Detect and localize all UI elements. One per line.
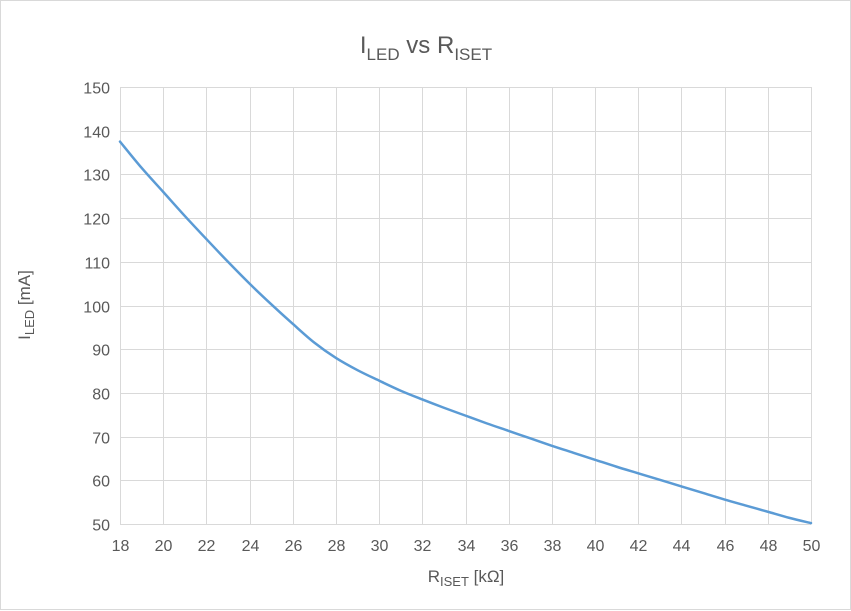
x-tick-label-8: 34	[458, 538, 476, 555]
series-line-0	[118, 140, 813, 525]
x-tick-labels: 18 20 22 24 26 28 30 32 34 36 38 40 42 44 46 48 50	[112, 538, 821, 555]
y-tick-label-3: 80	[92, 387, 110, 404]
y-axis-title-main: I	[15, 335, 34, 340]
x-tick-label-6: 30	[371, 538, 389, 555]
y-axis-title-unit: [mA]	[15, 270, 34, 310]
x-tick-label-15: 48	[760, 538, 778, 555]
x-tick-label-7: 32	[414, 538, 432, 555]
x-tick-label-0: 18	[112, 538, 130, 555]
y-tick-label-2: 70	[92, 431, 110, 448]
x-tick-label-11: 40	[587, 538, 605, 555]
y-tick-label-4: 90	[92, 343, 110, 360]
y-tick-label-6: 110	[84, 256, 110, 273]
chart-title: ILED vs RISET	[360, 32, 492, 64]
horizontal-gridlines	[120, 87, 811, 525]
x-tick-label-16: 50	[803, 538, 821, 555]
x-axis-title-unit: [kΩ]	[469, 567, 504, 586]
y-axis-title: ILED [mA]	[15, 270, 37, 340]
x-axis-title-sub: ISET	[440, 574, 469, 589]
vertical-gridlines	[120, 87, 812, 524]
x-axis-title-main: R	[428, 567, 440, 586]
x-tick-label-12: 42	[630, 538, 648, 555]
title-end: R	[437, 32, 454, 59]
title-end-sub: ISET	[454, 45, 492, 64]
y-tick-labels: 50 60 70 80 90 100 110 120 130 140 150	[83, 81, 110, 535]
title-main: I	[360, 32, 367, 59]
x-tick-label-9: 36	[501, 538, 519, 555]
y-tick-label-0: 50	[92, 518, 110, 535]
x-tick-label-5: 28	[328, 538, 346, 555]
title-middle: vs	[400, 32, 437, 59]
y-tick-label-1: 60	[92, 474, 110, 491]
x-tick-label-1: 20	[155, 538, 173, 555]
x-tick-label-10: 38	[544, 538, 562, 555]
y-tick-label-5: 100	[83, 300, 110, 317]
x-tick-label-4: 26	[285, 538, 303, 555]
x-tick-label-13: 44	[673, 538, 691, 555]
x-tick-label-2: 22	[198, 538, 216, 555]
title-main-sub: LED	[367, 45, 400, 64]
x-tick-label-14: 46	[717, 538, 735, 555]
y-tick-label-10: 150	[83, 81, 110, 98]
x-tick-label-3: 24	[242, 538, 260, 555]
x-axis-title: RISET [kΩ]	[428, 567, 505, 589]
y-axis-title-sub: LED	[22, 310, 37, 335]
y-tick-label-9: 140	[83, 125, 110, 142]
y-tick-label-7: 120	[83, 212, 110, 229]
y-tick-label-8: 130	[83, 168, 110, 185]
series-group	[118, 140, 813, 525]
